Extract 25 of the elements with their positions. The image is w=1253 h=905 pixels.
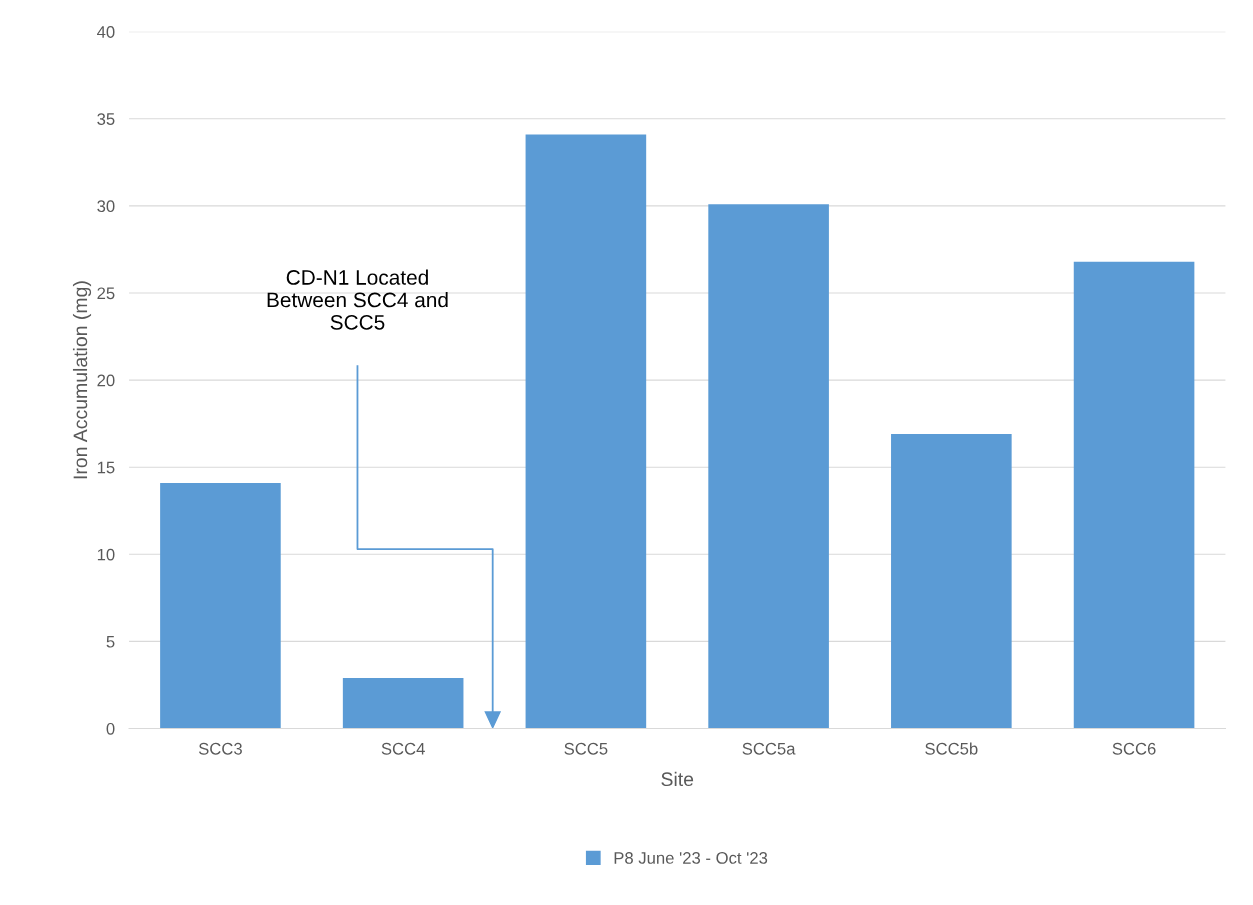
bar	[342, 678, 464, 729]
y-tick-label: 10	[97, 548, 115, 561]
annotation: CD-N1 Located Between SCC4 and SCC5	[267, 269, 448, 330]
x-tick-label: SCC3	[198, 742, 242, 755]
x-tick-label: SCC5b	[925, 742, 978, 755]
bar	[1073, 261, 1195, 729]
x-tick-label: SCC5	[564, 742, 608, 755]
y-axis-title: Iron Accumulation (mg)	[72, 281, 92, 479]
y-tick-label: 25	[97, 287, 115, 300]
bar	[525, 134, 647, 729]
bar	[708, 204, 829, 729]
y-tick-label: 20	[97, 374, 115, 387]
bar	[160, 482, 281, 729]
y-tick-label: 40	[97, 26, 115, 38]
x-tick-label: SCC4	[381, 742, 425, 755]
y-tick-label: 5	[106, 635, 115, 648]
x-tick-label: SCC5a	[742, 742, 796, 755]
y-tick-label: 30	[97, 200, 115, 213]
legend-label: P8 June '23 - Oct '23	[614, 852, 768, 864]
y-tick-label: 15	[97, 461, 115, 474]
y-tick-label: 35	[97, 113, 115, 125]
y-tick-label: 0	[106, 722, 115, 735]
x-tick-label: SCC6	[1112, 742, 1156, 755]
bar	[891, 434, 1012, 729]
x-axis-title: Site	[661, 771, 694, 787]
